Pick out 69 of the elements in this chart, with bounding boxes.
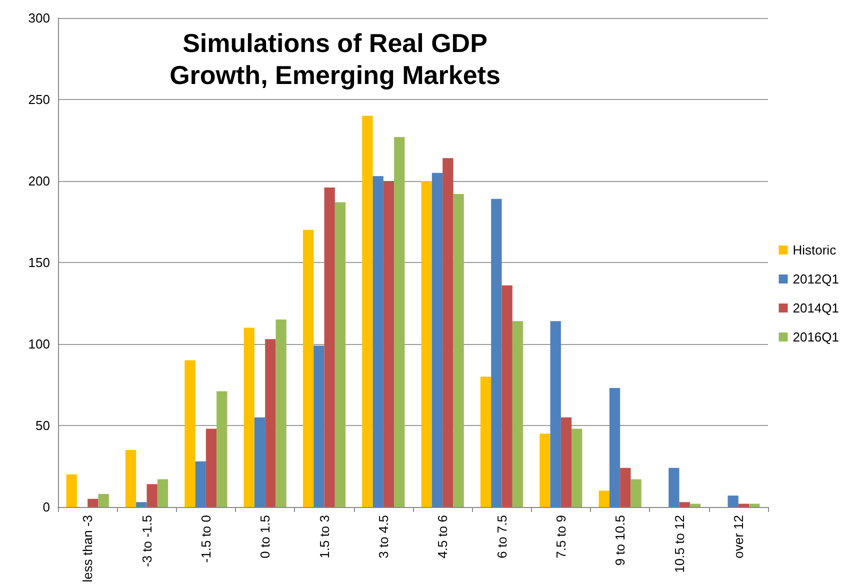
x-tick-label: 0 to 1.5 bbox=[258, 515, 273, 558]
bar bbox=[502, 285, 512, 507]
bar bbox=[195, 461, 206, 507]
legend-label: Historic bbox=[792, 242, 837, 258]
bar bbox=[630, 479, 642, 507]
bar bbox=[749, 504, 760, 507]
x-tick-label: less than -3 bbox=[80, 515, 96, 582]
bar bbox=[598, 490, 610, 507]
bar bbox=[512, 321, 524, 507]
bar bbox=[668, 468, 680, 507]
bar bbox=[421, 181, 432, 507]
bar bbox=[453, 194, 464, 507]
x-tick-label: 1.5 to 3 bbox=[316, 515, 332, 558]
bar bbox=[334, 202, 346, 507]
bar bbox=[314, 346, 324, 507]
bar bbox=[324, 188, 335, 507]
bar bbox=[136, 502, 147, 507]
x-tick-label: -3 to -1.5 bbox=[139, 515, 154, 568]
y-tick-label: 200 bbox=[28, 174, 50, 188]
bar bbox=[491, 198, 502, 507]
legend-label: 2012Q1 bbox=[792, 272, 840, 286]
bar bbox=[679, 502, 690, 507]
bar bbox=[550, 321, 561, 507]
x-tick-label: -1.5 to 0 bbox=[198, 515, 214, 563]
bar bbox=[609, 388, 620, 507]
x-tick-label: 4.5 to 6 bbox=[435, 515, 450, 558]
bar bbox=[572, 428, 582, 507]
bar bbox=[383, 181, 394, 507]
bar bbox=[157, 479, 168, 507]
y-tick-label: 100 bbox=[28, 336, 50, 352]
y-tick-label: 0 bbox=[42, 500, 50, 514]
y-tick-label: 50 bbox=[36, 418, 50, 433]
bar bbox=[690, 504, 701, 507]
bar bbox=[728, 496, 738, 507]
bar bbox=[362, 116, 373, 507]
bar bbox=[560, 417, 572, 507]
bar bbox=[66, 474, 77, 507]
y-tick-label: 300 bbox=[28, 10, 50, 26]
bar bbox=[98, 494, 109, 507]
bar bbox=[244, 328, 254, 507]
bar bbox=[125, 450, 136, 507]
bar bbox=[480, 376, 492, 507]
bar bbox=[88, 498, 98, 507]
text: Simulations of Real GDP Growth, Emerging Markets bbox=[170, 28, 500, 90]
bar bbox=[620, 468, 631, 507]
legend-label: 2014Q1 bbox=[792, 300, 840, 316]
x-tick-label: over 12 bbox=[730, 515, 746, 558]
bar bbox=[216, 391, 228, 507]
bar bbox=[206, 428, 217, 507]
bar bbox=[276, 320, 286, 507]
x-tick-label: 7.5 to 9 bbox=[553, 515, 568, 558]
bar bbox=[540, 434, 550, 507]
x-tick-label: 10.5 to 12 bbox=[672, 515, 687, 573]
y-tick-label: 250 bbox=[28, 92, 50, 107]
bar bbox=[184, 360, 196, 507]
bar bbox=[372, 176, 384, 507]
bar bbox=[254, 417, 266, 507]
x-tick-label: 3 to 4.5 bbox=[376, 515, 391, 558]
bar bbox=[146, 484, 158, 507]
x-tick-label: 6 to 7.5 bbox=[494, 515, 510, 558]
bar bbox=[738, 504, 750, 507]
bar bbox=[442, 158, 454, 507]
bar bbox=[265, 339, 276, 507]
bar bbox=[394, 136, 405, 507]
legend-label: 2016Q1 bbox=[792, 330, 840, 344]
bar bbox=[432, 172, 443, 507]
x-tick-label: 9 to 10.5 bbox=[612, 515, 628, 566]
y-tick-label: 150 bbox=[28, 255, 50, 270]
bar bbox=[302, 230, 314, 507]
